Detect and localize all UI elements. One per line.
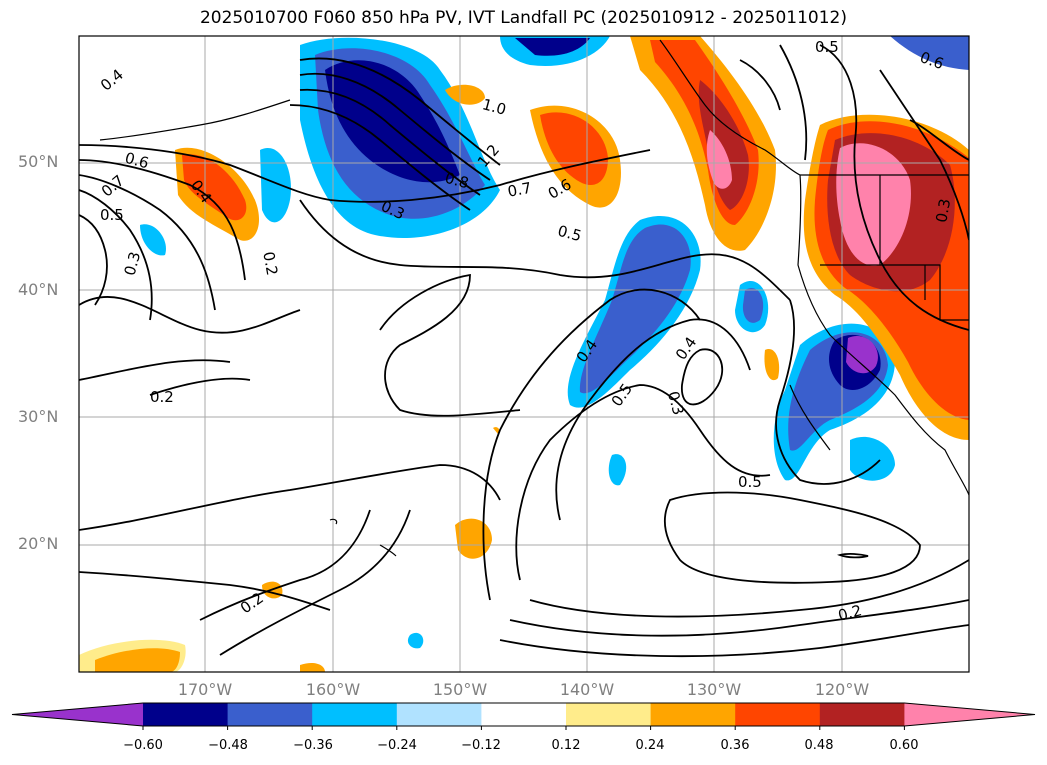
pv-shading (79, 36, 969, 672)
lat-label: 20°N (18, 534, 59, 553)
contour-label: 0.3 (664, 389, 688, 417)
contour-label: 0.5 (815, 38, 839, 56)
coastlines (99, 39, 969, 557)
colorbar-tick-label: −0.48 (208, 738, 248, 753)
shade-negative-goa-core (325, 60, 460, 183)
colorbar-segment (819, 703, 905, 726)
lat-label: 50°N (18, 152, 59, 171)
colorbar-extend-left (12, 703, 143, 726)
shade-negative-socal-peak (846, 336, 878, 374)
colorbar-segment (396, 703, 482, 726)
colorbar-segment (312, 703, 398, 726)
ivt-contours (79, 44, 969, 658)
lon-label: 120°W (814, 680, 870, 699)
colorbar-segment (566, 703, 652, 726)
contour-label: 0.5 (738, 473, 762, 491)
contour-label-group: 0.4 0.6 0.7 0.5 0.3 0.4 0.2 0.3 0.8 1.2 … (97, 38, 954, 625)
contour-label: 0.7 (506, 179, 533, 201)
lon-label: 170°W (177, 680, 233, 699)
contour-label: 0.5 (100, 206, 124, 224)
contour-label: 0.2 (150, 388, 174, 406)
graticule (79, 36, 969, 672)
contour-label: 0.3 (932, 197, 954, 224)
lon-label: 160°W (305, 680, 361, 699)
lon-label: 130°W (686, 680, 742, 699)
contour-label: 0.5 (556, 222, 584, 246)
colorbar-tick-label: −0.24 (377, 738, 417, 753)
contour-label: 1.0 (480, 95, 508, 119)
colorbar-segment (735, 703, 821, 726)
colorbar-segment (481, 703, 567, 726)
colorbar-segment (227, 703, 313, 726)
shade-negative-band (579, 224, 691, 394)
colorbar-tick-label: −0.36 (293, 738, 333, 753)
colorbar-tick-label: 0.48 (804, 738, 834, 753)
colorbar-tick-label: 0.12 (551, 738, 581, 753)
contour-label: 0.2 (836, 601, 864, 625)
colorbar (11, 702, 1036, 730)
map-panel: 0.4 0.6 0.7 0.5 0.3 0.4 0.2 0.3 0.8 1.2 … (79, 36, 969, 672)
lat-label: 30°N (18, 407, 59, 426)
colorbar-tick-label: 0.60 (889, 738, 919, 753)
lat-label: 40°N (18, 280, 59, 299)
colorbar-tick-label: −0.60 (123, 738, 163, 753)
contour-label: 0.2 (259, 250, 281, 277)
colorbar-tick-label: 0.24 (635, 738, 665, 753)
contour-label: 0.8 (443, 169, 471, 193)
lon-label: 150°W (432, 680, 488, 699)
colorbar-segment (650, 703, 736, 726)
map-frame (78, 35, 970, 673)
contour-label: 0.3 (121, 250, 145, 278)
colorbar-tick-label: 0.36 (720, 738, 750, 753)
colorbar-extend-right (904, 703, 1035, 726)
colorbar-tick-label: −0.12 (461, 738, 501, 753)
figure-title: 2025010700 F060 850 hPa PV, IVT Landfall… (199, 8, 847, 28)
lon-label: 140°W (559, 680, 615, 699)
colorbar-segment (143, 703, 229, 726)
shade-negative-top-core (515, 38, 590, 56)
contour-label: 0.6 (123, 149, 151, 173)
